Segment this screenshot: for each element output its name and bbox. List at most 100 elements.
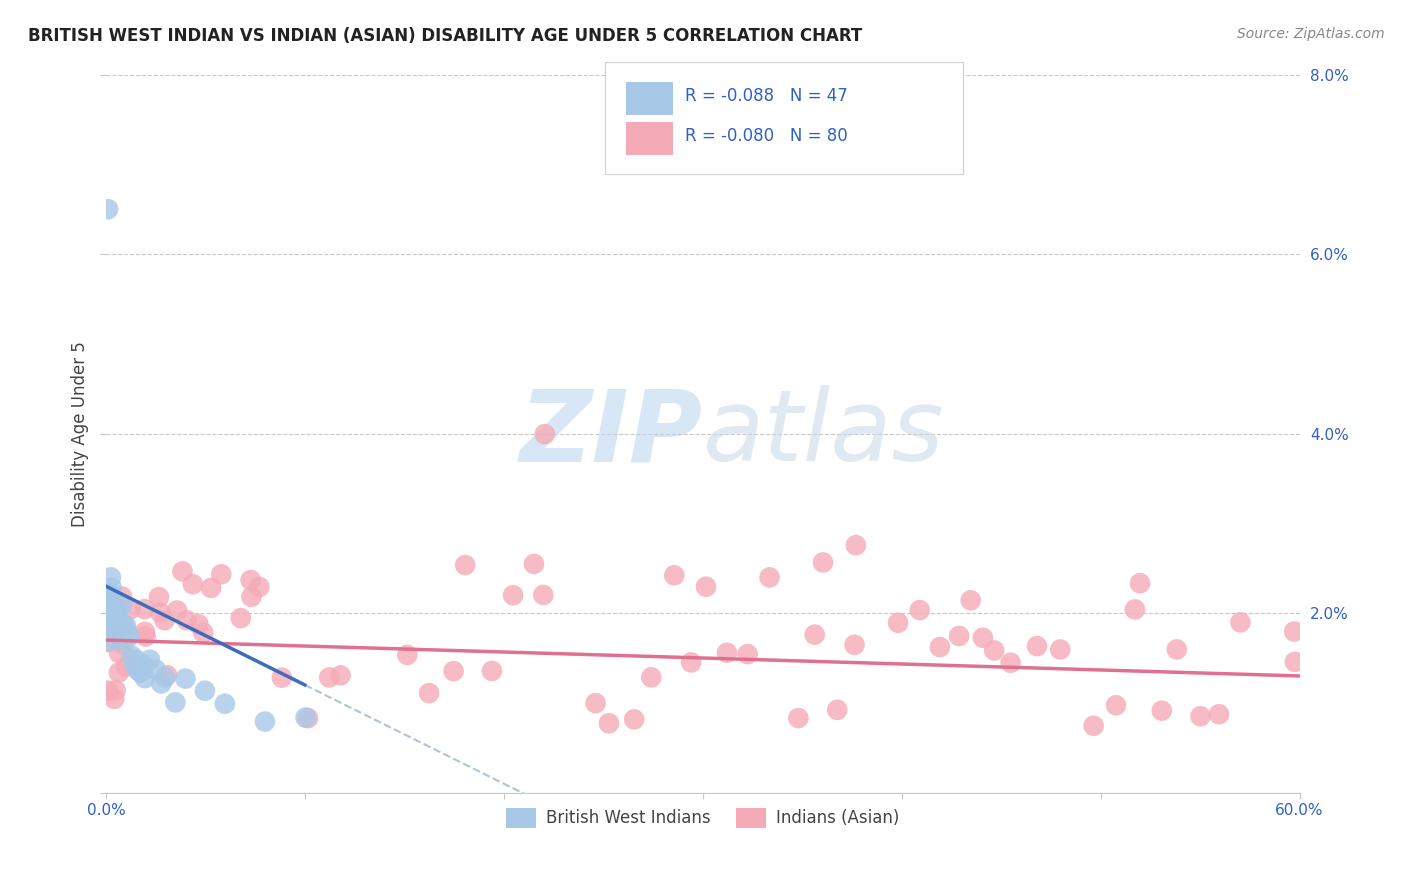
Point (96, 596, 118, 610)
Point (270, 671, 292, 685)
Point (118, 630, 141, 644)
Point (187, 617, 209, 632)
Point (96, 607, 118, 622)
Point (111, 624, 134, 638)
Point (165, 695, 187, 709)
Point (105, 608, 128, 623)
Point (214, 697, 236, 711)
Point (1000, 656, 1022, 670)
Point (129, 665, 152, 680)
Point (108, 624, 131, 639)
Point (108, 665, 131, 680)
Point (928, 640, 950, 654)
Point (104, 612, 127, 626)
Point (1129, 576, 1152, 591)
Point (134, 602, 156, 616)
Point (329, 668, 352, 682)
Point (695, 580, 717, 594)
Point (803, 627, 825, 641)
Point (481, 664, 503, 678)
Point (1166, 642, 1188, 657)
Point (107, 603, 129, 617)
Point (98, 602, 121, 616)
Point (115, 659, 138, 673)
Point (125, 653, 148, 667)
Point (100, 570, 122, 584)
Point (97, 635, 120, 649)
Point (240, 590, 263, 604)
Point (1284, 655, 1306, 669)
Point (166, 603, 188, 617)
Point (454, 558, 477, 572)
Point (172, 565, 194, 579)
Point (737, 647, 759, 661)
Point (148, 590, 170, 604)
Point (598, 716, 620, 731)
Point (811, 556, 834, 570)
Point (1189, 709, 1212, 723)
Point (948, 629, 970, 643)
Point (1282, 624, 1305, 639)
Point (1150, 704, 1173, 718)
Point (97, 202, 120, 216)
Point (396, 648, 419, 662)
Legend: British West Indians, Indians (Asian): British West Indians, Indians (Asian) (499, 801, 905, 835)
Point (97, 683, 120, 698)
Point (418, 686, 440, 700)
Point (101, 599, 124, 614)
Point (787, 711, 810, 725)
Point (194, 683, 217, 698)
Point (585, 696, 607, 710)
Point (97, 607, 120, 622)
Point (108, 622, 131, 636)
Text: R = -0.080   N = 80: R = -0.080 N = 80 (685, 128, 848, 145)
Point (502, 588, 524, 602)
Point (139, 653, 162, 667)
Point (623, 712, 645, 726)
Point (112, 638, 135, 652)
Point (153, 671, 176, 685)
Point (887, 615, 910, 630)
Text: atlas: atlas (703, 385, 945, 482)
Point (193, 625, 215, 640)
Text: BRITISH WEST INDIAN VS INDIAN (ASIAN) DISABILITY AGE UNDER 5 CORRELATION CHART: BRITISH WEST INDIAN VS INDIAN (ASIAN) DI… (28, 27, 862, 45)
Point (150, 676, 173, 690)
Point (97, 623, 120, 637)
Point (120, 602, 142, 616)
Point (1026, 639, 1049, 653)
Point (959, 593, 981, 607)
Point (98, 615, 121, 630)
Point (117, 624, 139, 639)
Text: R = -0.088   N = 47: R = -0.088 N = 47 (685, 87, 848, 105)
Point (908, 603, 931, 617)
Point (758, 570, 780, 584)
Point (1083, 719, 1105, 733)
Text: Source: ZipAtlas.com: Source: ZipAtlas.com (1237, 27, 1385, 41)
Point (132, 658, 155, 673)
Point (229, 611, 252, 625)
Point (294, 710, 316, 724)
Point (135, 630, 157, 644)
Point (209, 567, 232, 582)
Point (98, 621, 121, 635)
Point (149, 606, 172, 620)
Point (239, 573, 262, 587)
Point (664, 568, 686, 582)
Point (94, 635, 117, 649)
Point (1123, 602, 1146, 616)
Point (297, 711, 319, 725)
Point (134, 671, 156, 685)
Point (640, 670, 662, 684)
Point (200, 581, 222, 595)
Point (176, 613, 198, 627)
Point (103, 691, 125, 706)
Point (101, 591, 124, 605)
Point (156, 668, 179, 682)
Point (1049, 642, 1071, 657)
Point (181, 577, 204, 591)
Point (121, 648, 143, 663)
Point (247, 580, 270, 594)
Point (1208, 707, 1230, 722)
Point (115, 625, 138, 640)
Point (124, 657, 146, 672)
